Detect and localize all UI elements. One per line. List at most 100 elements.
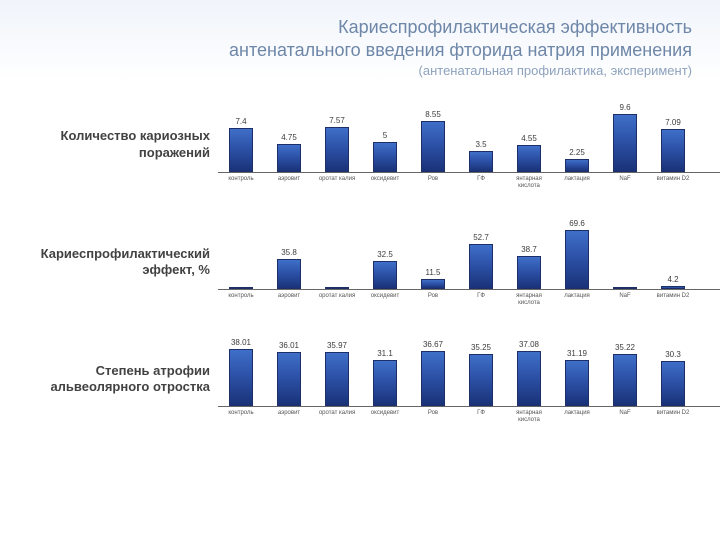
bar xyxy=(613,287,637,289)
chart-row: Количество кариозных поражений 7.4 4.75 7.5… xyxy=(0,100,720,189)
category-label: аэровит xyxy=(266,176,312,189)
bar-slot: 4.75 xyxy=(266,133,312,173)
bar xyxy=(421,351,445,406)
bar-value-label: 5 xyxy=(383,131,387,140)
chart-area: 35.8 32.5 11.5 52.738.769.6 4.2 контрольаэров… xyxy=(218,217,720,306)
bar xyxy=(517,351,541,407)
bar-slot xyxy=(314,285,360,289)
bar-value-label: 30.3 xyxy=(665,350,681,359)
category-label: лактация xyxy=(554,410,600,423)
bar-slot: 7.09 xyxy=(650,118,696,172)
category-label: оксидевит xyxy=(362,176,408,189)
category-label: NaF xyxy=(602,293,648,306)
bar xyxy=(421,121,445,172)
category-labels: контрольаэровиторотат калияоксидевитРовГ… xyxy=(218,410,720,423)
bar-value-label: 7.57 xyxy=(329,116,345,125)
title-line-1: Кариеспрофилактическая эффективность xyxy=(0,16,692,39)
bar-value-label: 4.75 xyxy=(281,133,297,142)
bar-value-label: 35.22 xyxy=(615,343,635,352)
chart-row: Кариеспрофилактический эффект, % 35.8 32.5… xyxy=(0,217,720,306)
bar xyxy=(373,360,397,407)
bar-value-label: 36.67 xyxy=(423,340,443,349)
bar-value-label: 37.08 xyxy=(519,340,539,349)
bar-value-label: 4.55 xyxy=(521,134,537,143)
category-label: Ров xyxy=(410,176,456,189)
bar-value-label: 2.25 xyxy=(569,148,585,157)
category-label: оксидевит xyxy=(362,410,408,423)
bar-value-label: 9.6 xyxy=(619,103,630,112)
bar xyxy=(661,286,685,290)
bar xyxy=(469,244,493,289)
category-label: ГФ xyxy=(458,410,504,423)
title-line-2: антенатального введения фторида натрия п… xyxy=(0,39,692,62)
bar-slot: 4.2 xyxy=(650,275,696,290)
bar-slot: 35.22 xyxy=(602,343,648,407)
bar xyxy=(325,352,349,406)
bar xyxy=(613,354,637,407)
bar-value-label: 36.01 xyxy=(279,341,299,350)
category-label: витамин D2 xyxy=(650,176,696,189)
bar-slot: 3.5 xyxy=(458,140,504,172)
chart-row: Степень атрофии альвеолярного отростка38… xyxy=(0,334,720,423)
category-label: янтарная кислота xyxy=(506,410,552,423)
bar xyxy=(661,361,685,406)
subtitle: (антенатальная профилактика, эксперимент… xyxy=(0,63,692,78)
bar-value-label: 11.5 xyxy=(426,268,441,277)
bar-value-label: 35.25 xyxy=(471,343,491,352)
bar xyxy=(421,279,445,289)
bar-slot: 38.7 xyxy=(506,245,552,289)
category-label: контроль xyxy=(218,293,264,306)
category-label: ГФ xyxy=(458,176,504,189)
bar-slot: 32.5 xyxy=(362,250,408,289)
bar-slot: 7.57 xyxy=(314,116,360,172)
chart-area: 38.01 36.01 35.97 31.1 36.67 35.25 37.08 31.19 3… xyxy=(218,334,720,423)
category-labels: контрольаэровиторотат калияоксидевитРовГ… xyxy=(218,293,720,306)
bars: 35.8 32.5 11.5 52.738.769.6 4.2 xyxy=(218,217,720,290)
bar xyxy=(517,145,541,172)
category-label: Ров xyxy=(410,293,456,306)
bar-slot: 31.19 xyxy=(554,349,600,407)
category-label: янтарная кислота xyxy=(506,176,552,189)
bar-slot: 4.55 xyxy=(506,134,552,172)
bar-value-label: 8.55 xyxy=(425,110,441,119)
bar-value-label: 7.4 xyxy=(235,117,246,126)
bar xyxy=(373,142,397,172)
chart-label: Степень атрофии альвеолярного отростка xyxy=(0,363,218,396)
bar-slot: 69.6 xyxy=(554,219,600,290)
bar xyxy=(277,352,301,406)
bar xyxy=(661,129,685,172)
bar-slot: 8.55 xyxy=(410,110,456,172)
bar-slot: 31.1 xyxy=(362,349,408,407)
slide: Кариеспрофилактическая эффективность ант… xyxy=(0,0,720,540)
category-label: оротат калия xyxy=(314,176,360,189)
bar-slot: 38.01 xyxy=(218,338,264,406)
bars: 7.4 4.75 7.57 5 8.55 3.5 4.55 2.25 9.6 7.09 xyxy=(218,100,720,173)
category-label: оротат калия xyxy=(314,410,360,423)
category-label: витамин D2 xyxy=(650,293,696,306)
bar-slot: 35.8 xyxy=(266,248,312,290)
category-label: витамин D2 xyxy=(650,410,696,423)
bar-value-label: 4.2 xyxy=(667,275,678,284)
bar-value-label: 35.97 xyxy=(327,341,347,350)
bar-slot: 9.6 xyxy=(602,103,648,172)
chart-label: Количество кариозных поражений xyxy=(0,128,218,161)
chart-label: Кариеспрофилактический эффект, % xyxy=(0,246,218,279)
category-label: оротат калия xyxy=(314,293,360,306)
bar xyxy=(469,151,493,172)
category-label: контроль xyxy=(218,410,264,423)
bar-slot: 52.7 xyxy=(458,233,504,289)
bar xyxy=(277,259,301,290)
bar-slot xyxy=(602,285,648,289)
category-label: NaF xyxy=(602,410,648,423)
category-label: оксидевит xyxy=(362,293,408,306)
bar xyxy=(613,114,637,172)
bar xyxy=(565,230,589,290)
chart-area: 7.44.757.5758.553.54.552.259.67.09контро… xyxy=(218,100,720,189)
bar-slot: 35.97 xyxy=(314,341,360,406)
bar-slot: 5 xyxy=(362,131,408,172)
bar xyxy=(229,349,253,406)
bar-slot: 30.3 xyxy=(650,350,696,406)
bar xyxy=(565,360,589,407)
category-label: ГФ xyxy=(458,293,504,306)
bar xyxy=(517,256,541,289)
